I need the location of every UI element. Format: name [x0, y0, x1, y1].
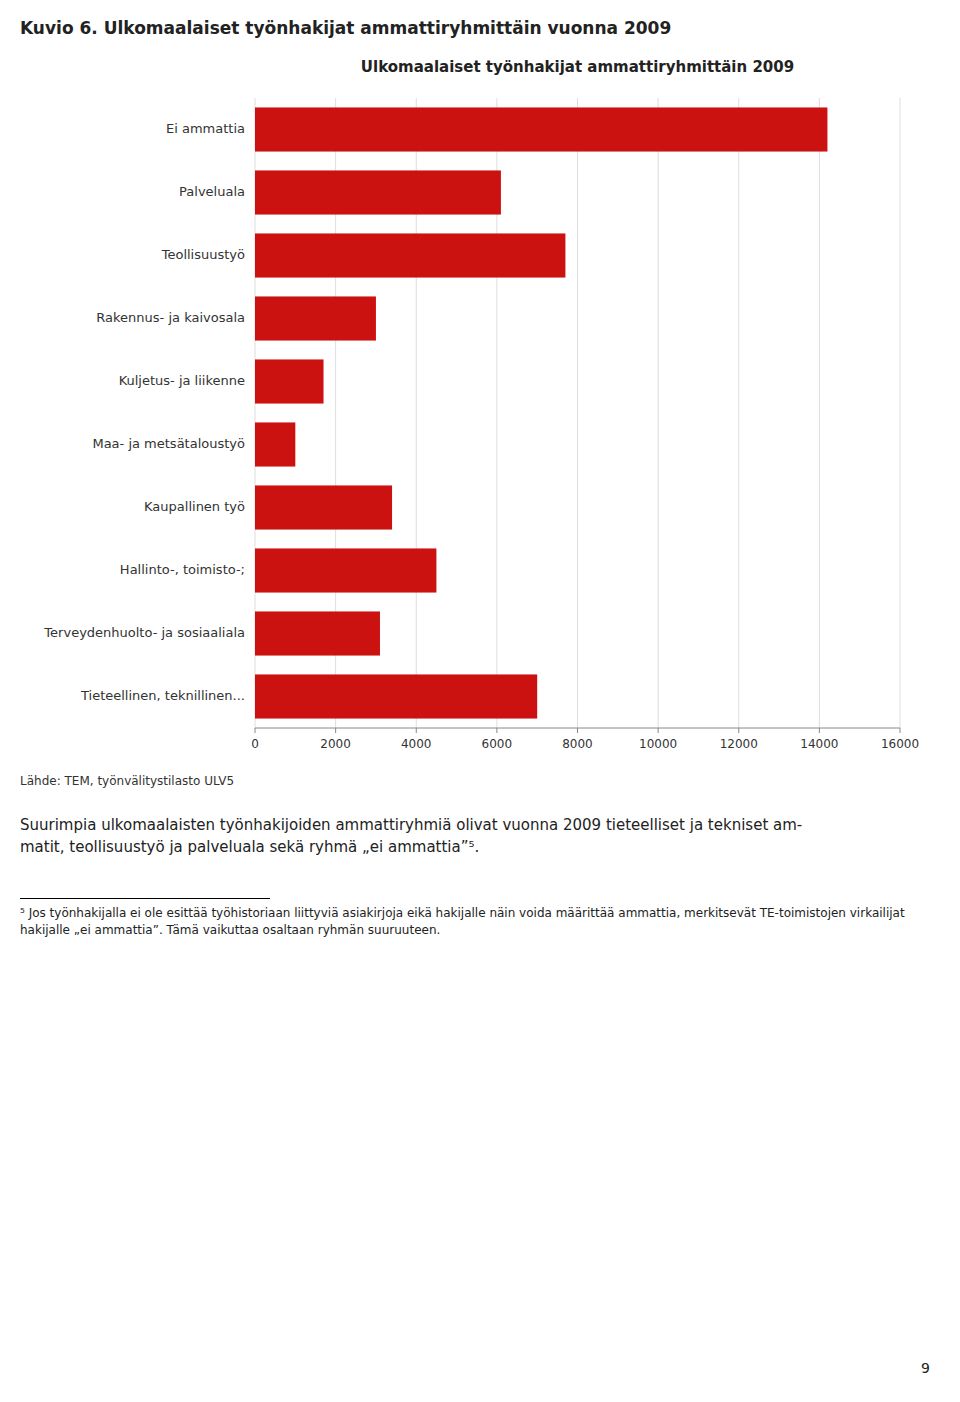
x-tick: [416, 728, 417, 733]
x-axis: 0 2000 4000 6000 8000 10000 12000 14000 16000: [251, 728, 919, 751]
category-label: Kaupallinen työ: [144, 499, 245, 514]
y-axis: Ei ammattia Palveluala Teollisuustyö Rakenn…: [43, 121, 245, 703]
x-tick: [819, 728, 820, 733]
x-tick-label: 16000: [881, 737, 919, 751]
bar: [255, 107, 827, 151]
x-tick: [335, 728, 336, 733]
page-title: Kuvio 6. Ulkomaalaiset työnhakijat ammat…: [20, 18, 940, 38]
x-tick-label: 12000: [720, 737, 758, 751]
x-tick: [577, 728, 578, 733]
bars: [255, 107, 827, 718]
category-label: Ei ammattia: [166, 121, 245, 136]
bar: [255, 422, 295, 466]
category-label: Maa- ja metsätaloustyö: [92, 436, 245, 451]
footnote: ⁵ Jos työnhakijalla ei ole esittää työhi…: [20, 905, 920, 939]
body-text: matit, teollisuustyö ja palveluala sekä …: [20, 836, 940, 858]
bar: [255, 296, 376, 340]
x-tick-label: 8000: [562, 737, 593, 751]
category-label: Kuljetus- ja liikenne: [119, 373, 245, 388]
x-tick: [738, 728, 739, 733]
x-tick-label: 6000: [482, 737, 513, 751]
x-tick-label: 2000: [320, 737, 351, 751]
grid: [255, 98, 900, 728]
bar: [255, 485, 392, 529]
page: Kuvio 6. Ulkomaalaiset työnhakijat ammat…: [20, 18, 940, 939]
body-text: Suurimpia ulkomaalaisten työnhakijoiden …: [20, 814, 940, 836]
x-tick: [496, 728, 497, 733]
source: Lähde: TEM, työnvälitystilasto ULV5: [20, 774, 940, 788]
category-label: Palveluala: [179, 184, 245, 199]
chart: Ulkomaalaiset työnhakijat ammattiryhmitt…: [20, 48, 940, 768]
grid-line: [577, 98, 578, 728]
x-tick-label: 0: [251, 737, 259, 751]
x-tick: [658, 728, 659, 733]
bar: [255, 611, 380, 655]
grid-line: [738, 98, 739, 728]
bar: [255, 674, 537, 718]
bar: [255, 548, 436, 592]
bar: [255, 170, 501, 214]
footnote-separator: [20, 898, 270, 899]
category-label: Tieteellinen, teknillinen...: [80, 688, 245, 703]
x-tick-label: 4000: [401, 737, 432, 751]
page-number: 9: [921, 1360, 930, 1376]
bar: [255, 233, 565, 277]
x-tick: [900, 728, 901, 733]
bar: [255, 359, 324, 403]
category-label: Teollisuustyö: [161, 247, 245, 262]
category-label: Hallinto-, toimisto-;: [120, 562, 245, 577]
category-label: Rakennus- ja kaivosala: [96, 310, 245, 325]
chart-title: Ulkomaalaiset työnhakijat ammattiryhmitt…: [361, 58, 794, 76]
grid-line: [900, 98, 901, 728]
body-text-block: Suurimpia ulkomaalaisten työnhakijoiden …: [20, 814, 940, 858]
page-body: {"page_title": "Kuvio 6. Ulkomaalaiset t…: [0, 0, 960, 1402]
x-tick: [255, 728, 256, 733]
x-tick-label: 10000: [639, 737, 677, 751]
grid-line: [658, 98, 659, 728]
category-label: Terveydenhuolto- ja sosiaaliala: [43, 625, 245, 640]
grid-line: [819, 98, 820, 728]
x-tick-label: 14000: [800, 737, 838, 751]
